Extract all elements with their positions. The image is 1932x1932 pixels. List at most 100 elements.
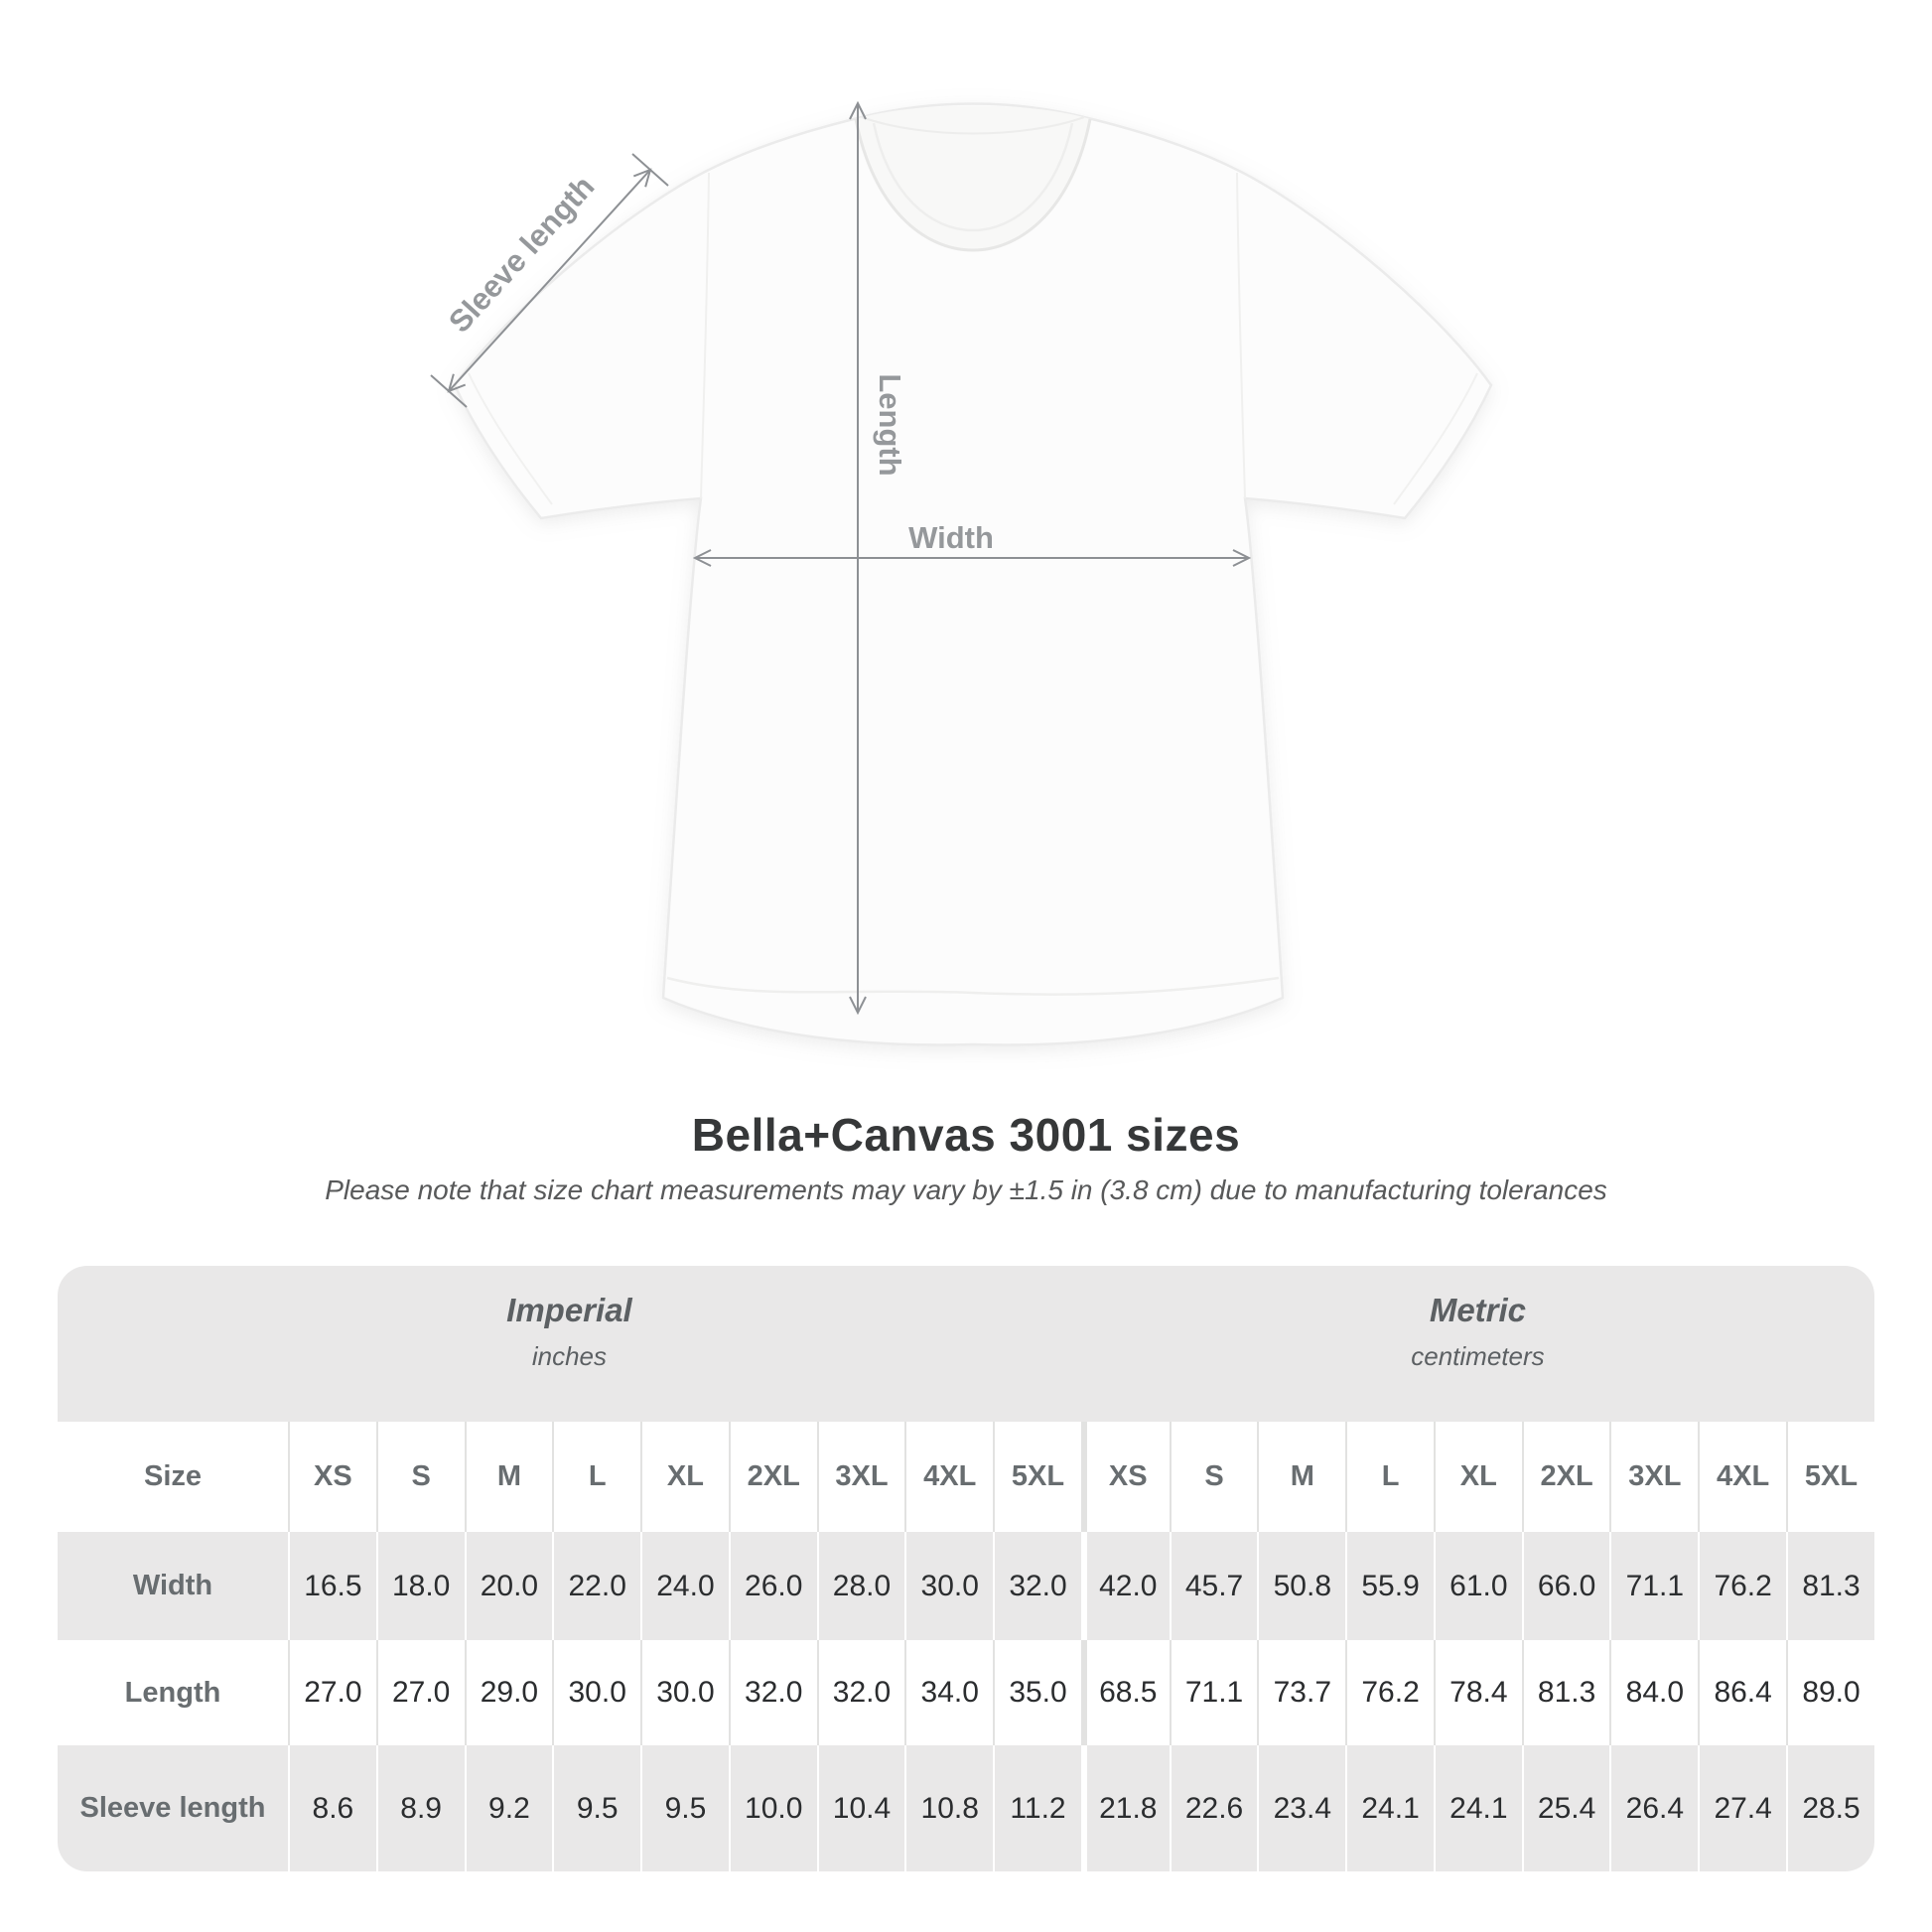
width-label: Width (908, 520, 994, 555)
sleeve-length-arrow (447, 168, 652, 393)
value-cell: 86.4 (1698, 1640, 1787, 1745)
shirt-body (453, 102, 1493, 1046)
shirt-neck-opening (856, 105, 1090, 250)
value-cell: 61.0 (1433, 1532, 1522, 1640)
length-row: Length 27.0 27.0 29.0 30.0 30.0 32.0 32.… (58, 1640, 1874, 1745)
tolerance-note: Please note that size chart measurements… (325, 1174, 1607, 1205)
value-cell: 29.0 (464, 1640, 553, 1745)
value-cell: 89.0 (1786, 1640, 1874, 1745)
metric-group-header: Metric centimeters (1080, 1266, 1874, 1422)
value-cell: 30.0 (904, 1532, 994, 1640)
shirt-seam-left (700, 172, 710, 499)
value-cell: 66.0 (1521, 1532, 1610, 1640)
value-cell: 10.0 (728, 1745, 817, 1871)
size-header-cell: S (1169, 1422, 1258, 1532)
size-header-cell: L (552, 1422, 641, 1532)
value-cell: 27.0 (288, 1640, 376, 1745)
value-cell: 71.1 (1609, 1532, 1699, 1640)
shirt-collar-back (861, 116, 1085, 135)
value-cell: 23.4 (1257, 1745, 1346, 1871)
value-cell: 24.0 (640, 1532, 729, 1640)
sleeve-length-tick-upper (631, 153, 669, 187)
value-cell: 10.8 (904, 1745, 994, 1871)
value-cell: 32.0 (993, 1532, 1081, 1640)
shirt-hem-seam (666, 976, 1280, 996)
shirt-collar-outer (854, 118, 1092, 252)
value-cell: 22.0 (552, 1532, 641, 1640)
value-cell: 28.5 (1786, 1745, 1874, 1871)
value-cell: 9.5 (640, 1745, 729, 1871)
imperial-group-header: Imperial inches (58, 1266, 1081, 1422)
value-cell: 35.0 (993, 1640, 1081, 1745)
value-cell: 71.1 (1169, 1640, 1258, 1745)
value-cell: 76.2 (1698, 1532, 1787, 1640)
size-header-cell: 5XL (1786, 1422, 1874, 1532)
value-cell: 45.7 (1169, 1532, 1258, 1640)
sleeve-length-tick-lower (430, 374, 468, 408)
size-header-row: Size XS S M L XL 2XL 3XL 4XL 5XL XS S M … (58, 1422, 1874, 1532)
size-header-cell: 5XL (993, 1422, 1081, 1532)
value-cell: 28.0 (816, 1532, 905, 1640)
metric-group-unit: centimeters (1411, 1341, 1545, 1371)
imperial-group-name: Imperial (506, 1292, 632, 1328)
value-cell: 18.0 (375, 1532, 465, 1640)
value-cell: 34.0 (904, 1640, 994, 1745)
metric-group-name: Metric (1429, 1292, 1527, 1328)
value-cell: 27.0 (375, 1640, 465, 1745)
imperial-group-unit: inches (531, 1341, 608, 1371)
value-cell: 73.7 (1257, 1640, 1346, 1745)
value-cell: 26.0 (728, 1532, 817, 1640)
value-cell: 76.2 (1345, 1640, 1434, 1745)
value-cell: 10.4 (816, 1745, 905, 1871)
size-header-cell: L (1345, 1422, 1434, 1532)
value-cell: 22.6 (1169, 1745, 1258, 1871)
size-header-cell: 4XL (904, 1422, 994, 1532)
value-cell: 81.3 (1786, 1532, 1874, 1640)
value-cell: 32.0 (816, 1640, 905, 1745)
value-cell: 32.0 (728, 1640, 817, 1745)
value-cell: 8.9 (375, 1745, 465, 1871)
shirt-seam-right (1236, 172, 1246, 499)
row-label: Length (58, 1640, 288, 1745)
value-cell: 55.9 (1345, 1532, 1434, 1640)
shirt-collar-inner (872, 122, 1074, 232)
size-header-cell: 3XL (1609, 1422, 1699, 1532)
value-cell: 11.2 (993, 1745, 1081, 1871)
value-cell: 68.5 (1080, 1640, 1170, 1745)
value-cell: 27.4 (1698, 1745, 1787, 1871)
size-header-cell: XS (1080, 1422, 1170, 1532)
value-cell: 50.8 (1257, 1532, 1346, 1640)
size-table: Imperial inches Metric centimeters Size … (58, 1266, 1874, 1871)
size-header-cell: 3XL (816, 1422, 905, 1532)
sleeve-length-row: Sleeve length 8.6 8.9 9.2 9.5 9.5 10.0 1… (58, 1745, 1874, 1871)
size-header-label: Size (58, 1422, 288, 1532)
value-cell: 20.0 (464, 1532, 553, 1640)
tshirt-illustration (453, 102, 1493, 1046)
size-header-cell: XL (640, 1422, 729, 1532)
value-cell: 9.5 (552, 1745, 641, 1871)
value-cell: 21.8 (1080, 1745, 1170, 1871)
value-cell: 30.0 (640, 1640, 729, 1745)
size-header-cell: 2XL (728, 1422, 817, 1532)
row-label: Width (58, 1532, 288, 1640)
size-header-cell: S (375, 1422, 465, 1532)
value-cell: 81.3 (1521, 1640, 1610, 1745)
size-header-cell: M (1257, 1422, 1346, 1532)
value-cell: 42.0 (1080, 1532, 1170, 1640)
tshirt-diagram: Width Length Sleeve length (430, 100, 1493, 1046)
size-header-cell: XL (1433, 1422, 1522, 1532)
value-cell: 8.6 (288, 1745, 376, 1871)
size-header-cell: 2XL (1521, 1422, 1610, 1532)
page-title: Bella+Canvas 3001 sizes (691, 1109, 1241, 1161)
value-cell: 25.4 (1521, 1745, 1610, 1871)
value-cell: 30.0 (552, 1640, 641, 1745)
value-cell: 84.0 (1609, 1640, 1699, 1745)
width-row: Width 16.5 18.0 20.0 22.0 24.0 26.0 28.0… (58, 1532, 1874, 1640)
unit-group-row: Imperial inches Metric centimeters (58, 1266, 1874, 1422)
size-header-cell: M (464, 1422, 553, 1532)
value-cell: 24.1 (1433, 1745, 1522, 1871)
value-cell: 24.1 (1345, 1745, 1434, 1871)
value-cell: 9.2 (464, 1745, 553, 1871)
row-label: Sleeve length (58, 1745, 288, 1871)
